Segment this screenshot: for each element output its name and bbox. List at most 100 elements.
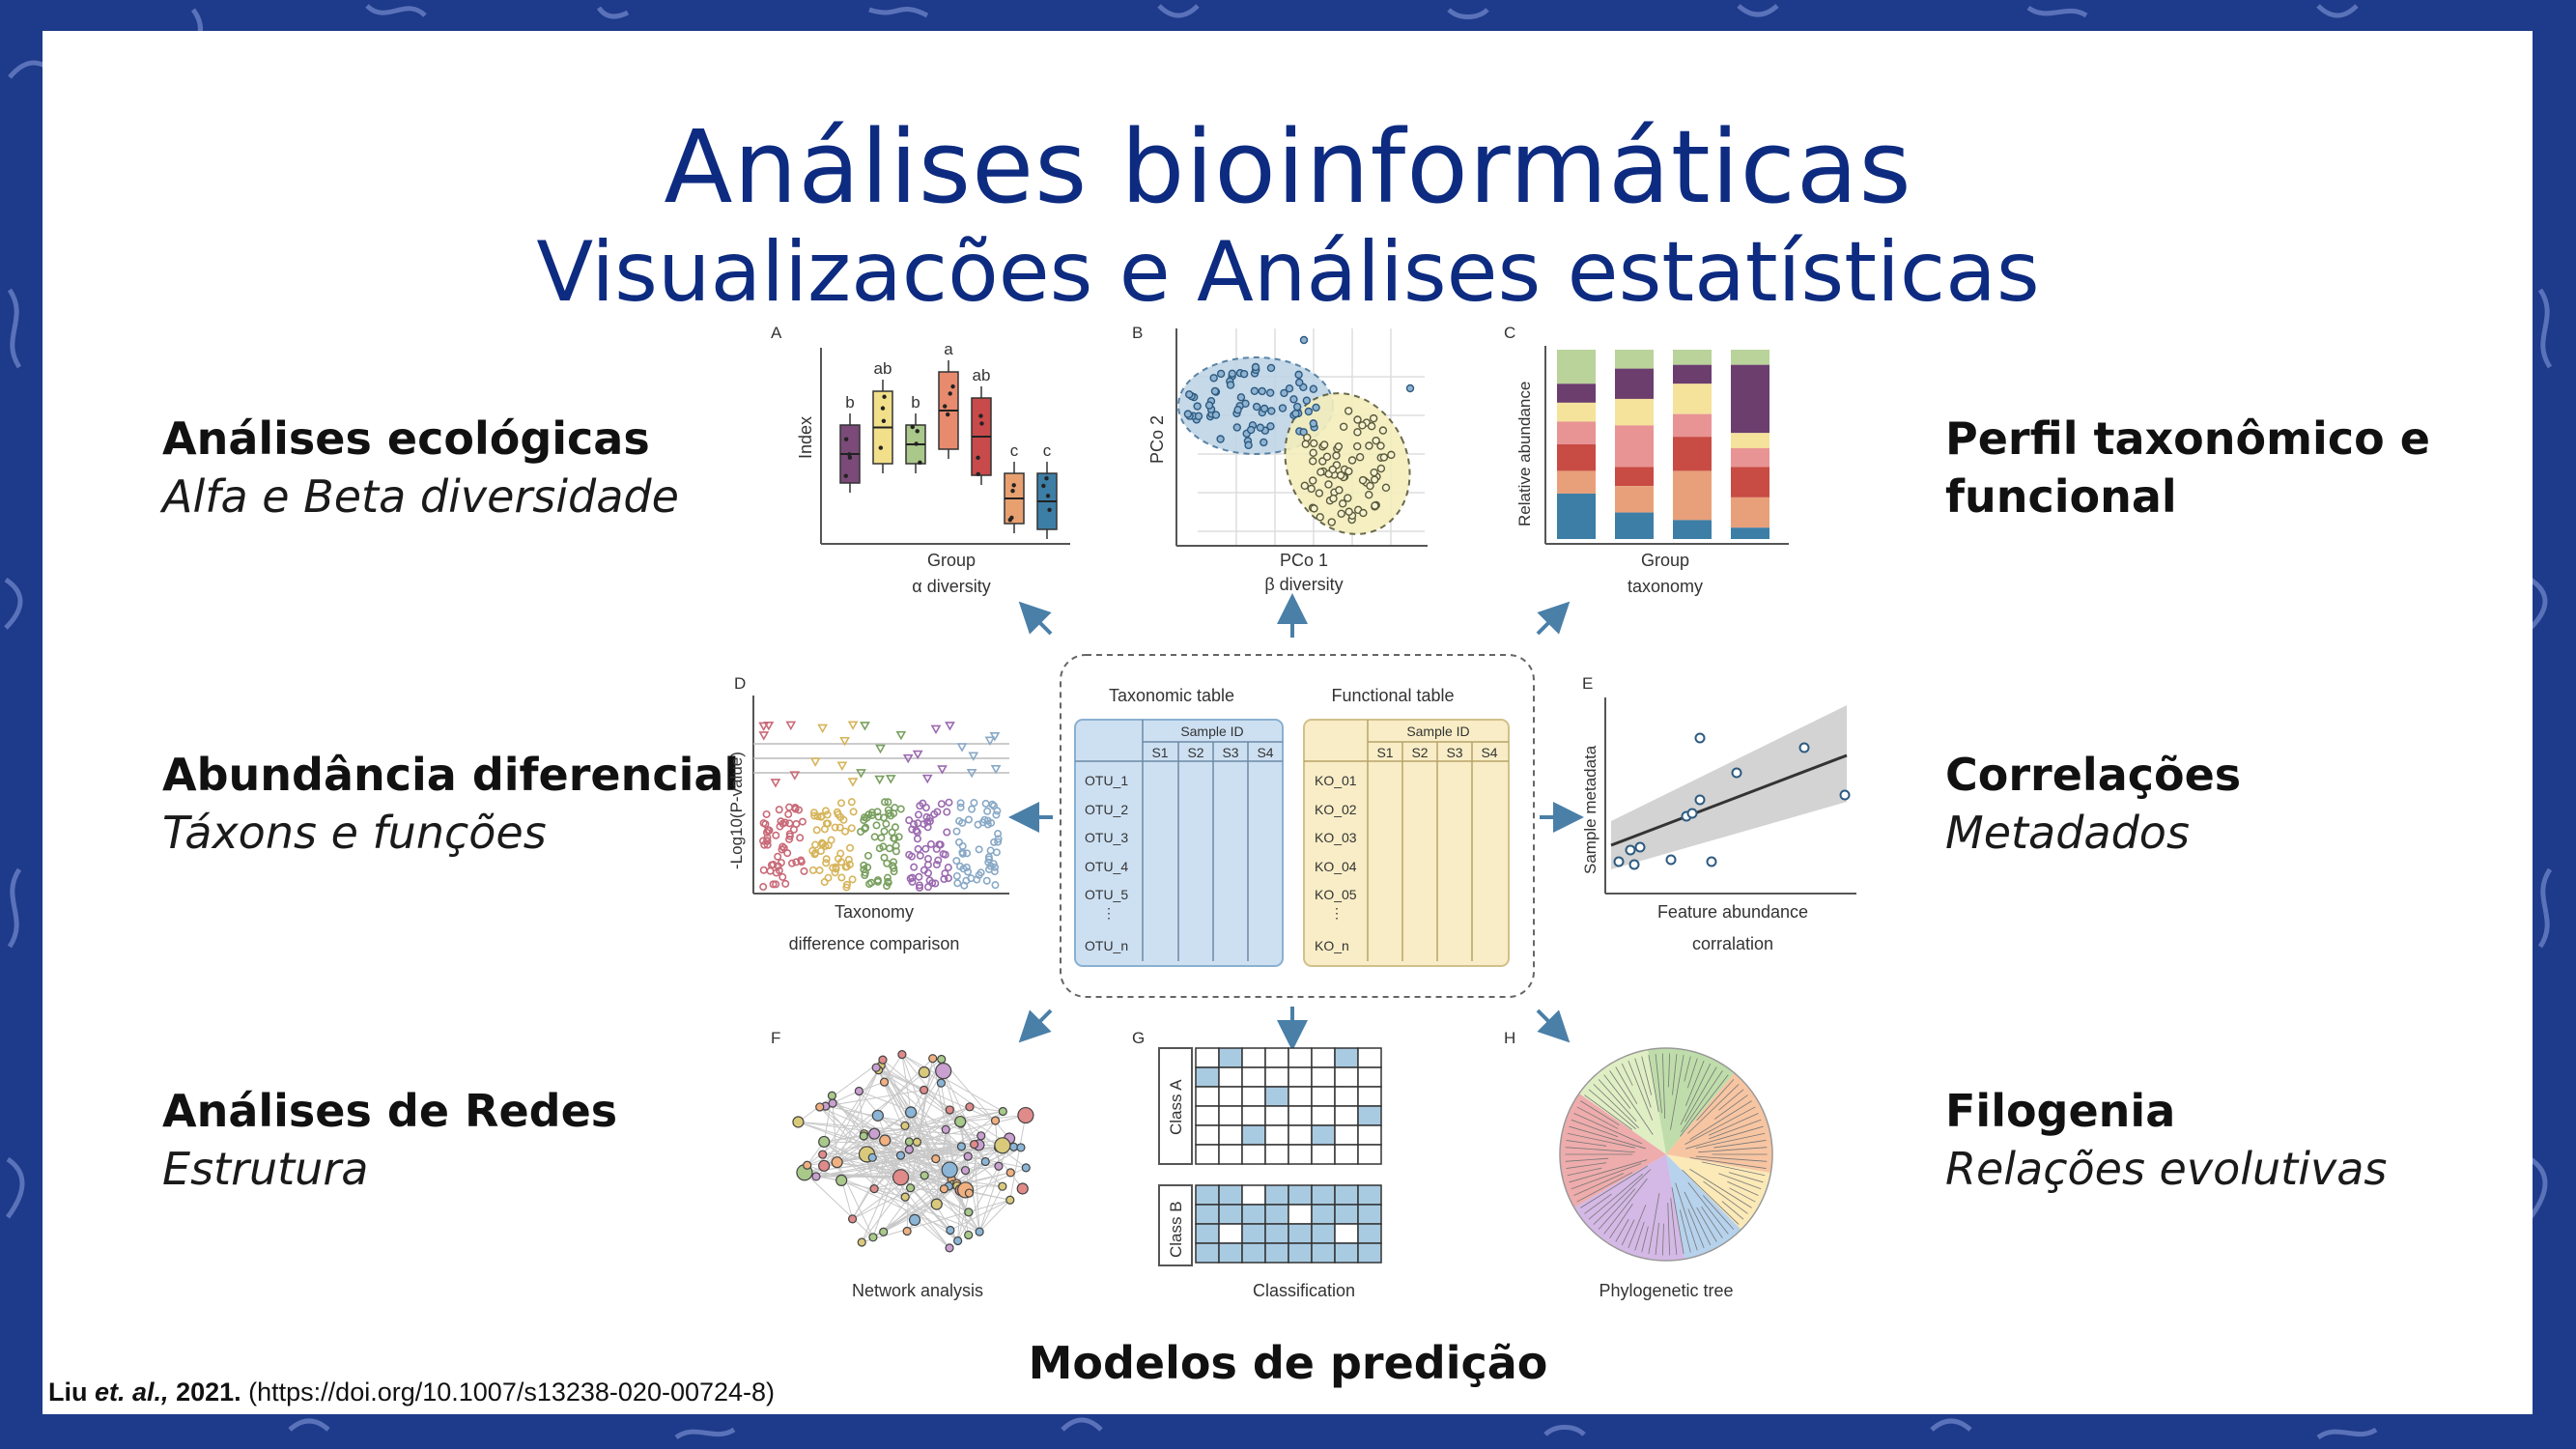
manhattan-point bbox=[932, 861, 941, 869]
pcoa-point bbox=[1316, 468, 1325, 476]
axis-xlabel: Group bbox=[927, 551, 976, 570]
network-edge bbox=[798, 1121, 981, 1137]
grid-cell bbox=[1218, 1204, 1243, 1225]
manhattan-marker bbox=[875, 744, 886, 754]
manhattan-point bbox=[766, 867, 775, 875]
tree-branch bbox=[1689, 1168, 1752, 1208]
grid-cell bbox=[1264, 1047, 1289, 1068]
manhattan-marker bbox=[817, 724, 829, 734]
stacked-segment bbox=[1557, 493, 1596, 539]
manhattan-point bbox=[817, 811, 826, 820]
sample-col: S3 bbox=[1222, 745, 1238, 760]
manhattan-point bbox=[759, 837, 768, 845]
network-node bbox=[941, 1161, 958, 1179]
stacked-segment bbox=[1673, 413, 1712, 438]
tree-branch bbox=[1573, 1173, 1625, 1196]
tree-branch bbox=[1698, 1147, 1768, 1153]
network-node bbox=[871, 1063, 881, 1072]
tree-branch bbox=[1695, 1155, 1768, 1162]
tree-branch bbox=[1566, 1140, 1607, 1147]
manhattan-point bbox=[896, 805, 905, 813]
pcoa-point bbox=[1232, 423, 1241, 432]
manhattan-point bbox=[763, 837, 772, 845]
network-edge bbox=[923, 1089, 1027, 1169]
manhattan-point bbox=[915, 881, 923, 890]
grid-cell bbox=[1241, 1242, 1266, 1264]
network-node bbox=[975, 1227, 984, 1236]
network-node bbox=[912, 1137, 921, 1147]
grid-cell bbox=[1218, 1124, 1243, 1146]
grid-cell bbox=[1195, 1086, 1220, 1107]
grid-cell bbox=[1195, 1105, 1220, 1126]
pcoa-point bbox=[1335, 486, 1344, 495]
network-edge bbox=[836, 1161, 1003, 1187]
manhattan-point bbox=[931, 879, 940, 888]
stacked-segment bbox=[1557, 421, 1596, 444]
network-node bbox=[969, 1140, 979, 1150]
pcoa-point bbox=[1372, 436, 1380, 445]
pcoa-point bbox=[1211, 411, 1221, 419]
tree-branch bbox=[1686, 1084, 1740, 1134]
grid-cell bbox=[1311, 1086, 1336, 1107]
tree-branch bbox=[1567, 1167, 1602, 1177]
pcoa-point bbox=[1355, 453, 1365, 462]
boxplot-point bbox=[843, 473, 848, 478]
manhattan-point bbox=[785, 803, 794, 811]
pcoa-point bbox=[1370, 468, 1378, 477]
tree-branch bbox=[1696, 1207, 1717, 1242]
grid-cell bbox=[1288, 1184, 1313, 1206]
manhattan-marker bbox=[789, 771, 801, 781]
citation-doi: (https://doi.org/10.1007/s13238-020-0072… bbox=[248, 1378, 776, 1406]
panel-g: G Class A Class B Classification bbox=[1132, 1029, 1382, 1300]
ko-row: KO_04 bbox=[1315, 859, 1357, 874]
pcoa-point bbox=[1301, 440, 1310, 448]
otu-row: OTU_n bbox=[1085, 938, 1128, 953]
pcoa-point bbox=[1329, 494, 1338, 503]
pcoa-point bbox=[1251, 362, 1260, 372]
panel-caption: Classification bbox=[1253, 1281, 1355, 1300]
manhattan-marker bbox=[758, 722, 770, 732]
manhattan-points bbox=[758, 721, 1003, 892]
arrow-icon bbox=[1536, 601, 1571, 636]
manhattan-point bbox=[884, 798, 892, 807]
pcoa-point bbox=[1381, 483, 1391, 493]
network-node bbox=[900, 1121, 910, 1131]
stacked-segment bbox=[1731, 527, 1769, 539]
tree-branch bbox=[1680, 1074, 1729, 1137]
grid-cell bbox=[1264, 1184, 1289, 1206]
network-node bbox=[998, 1181, 1007, 1191]
grid-cell bbox=[1241, 1124, 1266, 1146]
manhattan-point bbox=[994, 830, 1003, 838]
pcoa-point bbox=[1344, 407, 1353, 415]
manhattan-point bbox=[986, 846, 995, 855]
manhattan-point bbox=[781, 879, 790, 888]
grid-cell bbox=[1218, 1144, 1243, 1165]
grid-cell bbox=[1311, 1047, 1336, 1068]
pcoa-point bbox=[1265, 388, 1275, 397]
pcoa-point bbox=[1226, 381, 1235, 389]
grid-cell bbox=[1357, 1124, 1382, 1146]
pcoa-point bbox=[1353, 415, 1362, 424]
panel-letter: E bbox=[1582, 674, 1593, 693]
manhattan-point bbox=[952, 827, 961, 836]
pcoa-point bbox=[1183, 410, 1193, 418]
network-edge bbox=[824, 1135, 864, 1143]
tree-branch bbox=[1615, 1066, 1638, 1105]
tree-clade bbox=[1647, 1048, 1735, 1154]
manhattan-point bbox=[924, 868, 933, 877]
tree-branch bbox=[1655, 1054, 1662, 1114]
tree-branch bbox=[1718, 1089, 1744, 1111]
stacked-segment bbox=[1673, 384, 1712, 414]
grid-cell bbox=[1218, 1066, 1243, 1088]
tree-branch bbox=[1671, 1187, 1684, 1254]
grid-cell bbox=[1357, 1066, 1382, 1088]
significance-letter: b bbox=[911, 393, 920, 412]
tree-branch bbox=[1687, 1208, 1705, 1249]
network-node bbox=[1016, 1143, 1026, 1152]
manhattan-marker bbox=[990, 764, 1002, 775]
manhattan-point bbox=[769, 861, 778, 869]
pcoa-point bbox=[1291, 409, 1300, 418]
tree-branch bbox=[1701, 1206, 1723, 1238]
tree-branch bbox=[1593, 1084, 1640, 1129]
